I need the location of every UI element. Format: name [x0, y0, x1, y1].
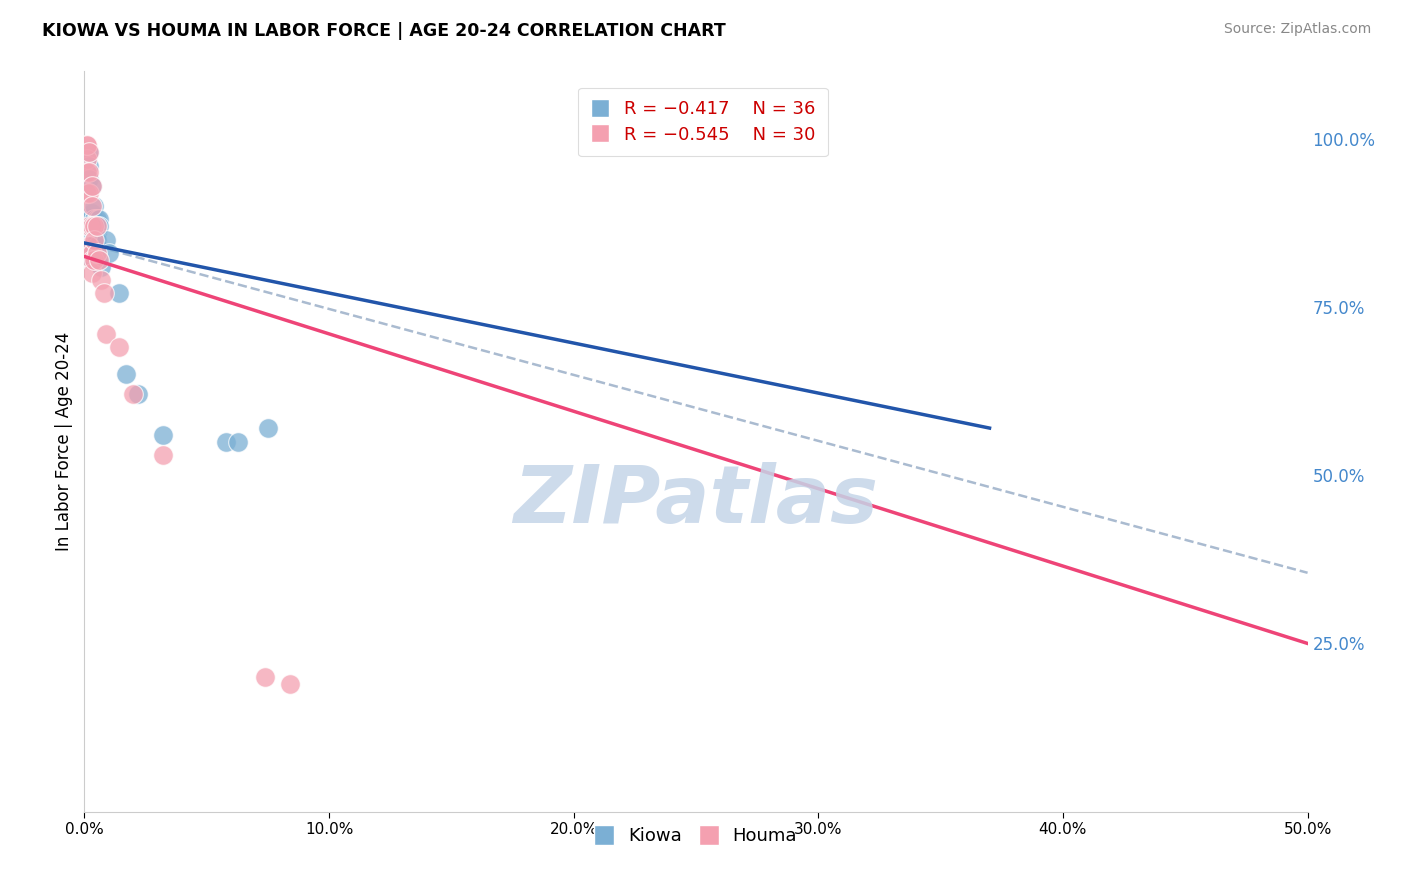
- Point: [80, 205, 103, 219]
- Point: [96, 326, 118, 341]
- Point: [90, 260, 112, 274]
- Point: [77, 186, 100, 200]
- Point: [127, 387, 149, 401]
- Point: [86, 233, 108, 247]
- Point: [77, 172, 100, 186]
- Point: [77, 219, 100, 234]
- Point: [76, 186, 98, 200]
- Point: [76, 138, 98, 153]
- Point: [76, 152, 98, 166]
- Point: [254, 670, 277, 684]
- Point: [83, 212, 105, 227]
- Point: [97, 246, 120, 260]
- Point: [80, 252, 103, 267]
- Point: [83, 233, 105, 247]
- Point: [96, 233, 118, 247]
- Point: [107, 340, 129, 354]
- Point: [80, 252, 103, 267]
- Point: [76, 165, 98, 179]
- Point: [257, 421, 280, 435]
- Point: [152, 448, 174, 462]
- Point: [122, 387, 145, 401]
- Point: [76, 246, 98, 260]
- Point: [87, 212, 110, 227]
- Point: [76, 138, 98, 153]
- Point: [107, 286, 129, 301]
- Point: [86, 239, 108, 253]
- Text: ZIPatlas: ZIPatlas: [513, 462, 879, 540]
- Point: [76, 178, 98, 193]
- Point: [90, 273, 112, 287]
- Point: [76, 239, 98, 253]
- Point: [228, 434, 250, 449]
- Point: [77, 159, 100, 173]
- Point: [80, 246, 103, 260]
- Point: [80, 266, 103, 280]
- Point: [77, 165, 100, 179]
- Point: [80, 246, 103, 260]
- Text: Source: ZipAtlas.com: Source: ZipAtlas.com: [1223, 22, 1371, 37]
- Point: [83, 199, 105, 213]
- Point: [77, 145, 100, 160]
- Point: [77, 145, 100, 160]
- Point: [87, 252, 110, 267]
- Point: [77, 239, 100, 253]
- Point: [87, 219, 110, 234]
- Point: [278, 677, 301, 691]
- Point: [80, 178, 103, 193]
- Point: [80, 178, 103, 193]
- Point: [93, 286, 115, 301]
- Point: [86, 246, 108, 260]
- Y-axis label: In Labor Force | Age 20-24: In Labor Force | Age 20-24: [55, 332, 73, 551]
- Point: [80, 219, 103, 234]
- Point: [83, 226, 105, 240]
- Point: [152, 427, 174, 442]
- Point: [83, 252, 105, 267]
- Point: [77, 212, 100, 227]
- Point: [76, 219, 98, 234]
- Point: [215, 434, 238, 449]
- Point: [86, 226, 108, 240]
- Point: [86, 219, 108, 234]
- Point: [77, 226, 100, 240]
- Point: [83, 246, 105, 260]
- Point: [80, 239, 103, 253]
- Point: [80, 199, 103, 213]
- Point: [83, 219, 105, 234]
- Point: [86, 212, 108, 227]
- Point: [77, 239, 100, 253]
- Text: KIOWA VS HOUMA IN LABOR FORCE | AGE 20-24 CORRELATION CHART: KIOWA VS HOUMA IN LABOR FORCE | AGE 20-2…: [42, 22, 725, 40]
- Point: [115, 368, 138, 382]
- Point: [80, 219, 103, 234]
- Legend: Kiowa, Houma: Kiowa, Houma: [586, 819, 806, 855]
